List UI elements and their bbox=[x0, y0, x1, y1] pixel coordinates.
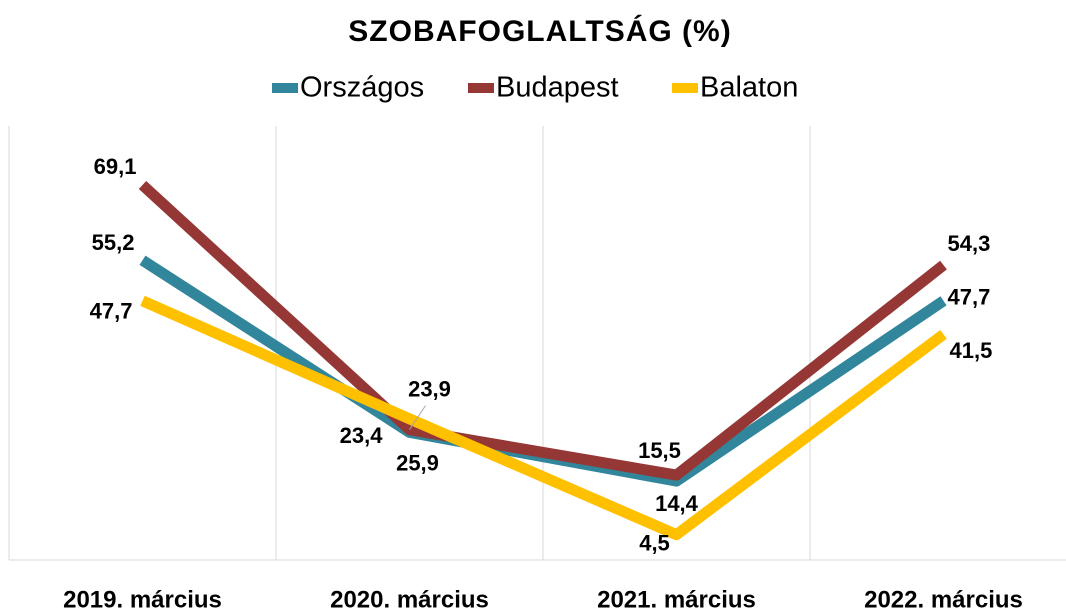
data-label: 41,5 bbox=[950, 338, 993, 363]
series-line bbox=[138, 180, 947, 481]
data-label: 54,3 bbox=[948, 231, 991, 256]
series-line bbox=[140, 295, 947, 541]
data-label: 23,4 bbox=[340, 423, 384, 448]
plot-frame bbox=[8, 126, 1066, 561]
legend-swatch bbox=[272, 83, 298, 93]
legend-label: Budapest bbox=[496, 72, 619, 104]
x-tick-label: 2022. március bbox=[864, 586, 1023, 613]
legend-label: Országos bbox=[300, 72, 424, 104]
data-label: 4,5 bbox=[639, 530, 670, 555]
data-label: 25,9 bbox=[396, 451, 439, 476]
data-label: 14,4 bbox=[655, 491, 699, 516]
data-label: 47,7 bbox=[90, 299, 133, 324]
data-label: 69,1 bbox=[94, 154, 137, 179]
x-tick-label: 2019. március bbox=[63, 586, 222, 613]
x-tick-label: 2020. március bbox=[330, 586, 489, 613]
data-label: 47,7 bbox=[948, 285, 991, 310]
data-label: 15,5 bbox=[638, 438, 681, 463]
chart-title: SZOBAFOGLALTSÁG (%) bbox=[348, 14, 731, 48]
legend-label: Balaton bbox=[700, 72, 798, 104]
legend-swatch bbox=[672, 83, 698, 93]
legend-swatch bbox=[468, 83, 494, 93]
data-label: 23,9 bbox=[408, 376, 451, 401]
x-tick-label: 2021. március bbox=[597, 586, 756, 613]
data-label: 55,2 bbox=[92, 230, 135, 255]
leader-line bbox=[409, 405, 426, 430]
